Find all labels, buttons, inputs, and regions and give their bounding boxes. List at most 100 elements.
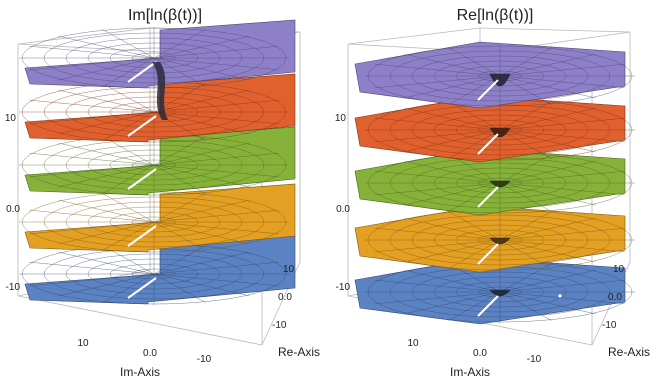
re-axis-label: Re-Axis [278, 345, 320, 359]
grid-radial [58, 111, 155, 135]
grid-radial [499, 154, 552, 184]
branch-cut-line [127, 61, 157, 83]
grid-radial [375, 182, 501, 196]
grid-radial [448, 47, 501, 77]
grid-radial [499, 291, 552, 321]
surface-sheet-1 [354, 257, 635, 325]
z-tick-label: 10 [335, 113, 347, 124]
grid-radial [499, 182, 552, 212]
box-edge [347, 27, 481, 45]
spiral-ribbon [152, 62, 168, 120]
surface-sheet-2 [19, 183, 296, 253]
grid-radial [499, 239, 625, 253]
grid-radial [153, 57, 279, 71]
grid-radial [499, 263, 552, 293]
re-axis-tick-label: -10 [602, 320, 617, 331]
grid-radial [404, 53, 501, 77]
grid-radial [375, 227, 501, 241]
z-tick-label: 0.0 [336, 204, 350, 215]
grid-radial [29, 152, 155, 166]
grid-radial [499, 170, 625, 184]
grid-radial [404, 160, 501, 184]
z-tick-label: -10 [6, 282, 21, 293]
grid-radial [29, 273, 155, 287]
branch-cut-line [477, 186, 499, 208]
grid-radial [499, 160, 596, 184]
grid-radial [153, 273, 279, 287]
grid-radial [375, 279, 501, 293]
grid-radial [153, 164, 250, 188]
grid-radial [375, 117, 501, 131]
box-edge [479, 27, 631, 33]
im-axis-label: Im-Axis [120, 365, 160, 379]
plot-panel-2 [347, 27, 635, 346]
surface-sheet-4 [354, 95, 635, 163]
grid-radial [102, 111, 155, 141]
funnel-pit [489, 237, 511, 245]
surface-sheet-5 [19, 19, 296, 89]
grid-radial [499, 291, 625, 305]
grid-radial [153, 164, 279, 178]
plot-panel-1 [17, 19, 301, 346]
branch-cut-line [127, 225, 157, 247]
grid-radial [153, 142, 250, 166]
z-tick-label: 0.0 [6, 204, 20, 215]
grid-radial [153, 99, 279, 113]
grid-radial [153, 164, 206, 194]
branch-cut-line [127, 277, 157, 299]
grid-radial [404, 107, 501, 131]
re-axis-tick-label: -10 [272, 320, 287, 331]
branch-cut-line [477, 133, 499, 155]
grid-radial [499, 129, 552, 159]
box-edge [17, 43, 161, 53]
grid-radial [29, 221, 155, 235]
grid-radial [499, 291, 596, 315]
im-axis-tick-label: 0.0 [473, 348, 487, 359]
grid-radial [375, 75, 501, 89]
grid-radial [58, 89, 155, 113]
grid-radial [102, 164, 155, 194]
im-axis-tick-label: 0.0 [143, 348, 157, 359]
grid-radial [153, 35, 250, 59]
surface-sheet-2 [354, 205, 635, 273]
grid-radial [102, 136, 155, 166]
funnel-pit [489, 289, 511, 297]
grid-radial [153, 261, 279, 275]
grid-radial [404, 182, 501, 206]
grid-radial [499, 63, 625, 77]
z-tick-label: -10 [336, 282, 351, 293]
box-edge [17, 295, 263, 346]
branch-cut-line [127, 168, 157, 190]
grid-radial [448, 129, 501, 159]
grid-radial [153, 273, 206, 303]
grid-radial [499, 239, 596, 263]
sheet-face [24, 235, 296, 305]
grid-radial [153, 221, 206, 251]
grid-radial [153, 193, 206, 223]
grid-radial [375, 291, 501, 305]
branch-cut-line [477, 79, 499, 101]
grid-radial [448, 101, 501, 131]
z-tick-label: 10 [5, 113, 17, 124]
grid-radial [448, 239, 501, 269]
grid-radial [153, 45, 279, 59]
plot-title: Im[ln(β(t))] [128, 7, 202, 24]
grid-radial [404, 75, 501, 99]
grid-radial [499, 47, 552, 77]
funnel-pit [489, 127, 511, 138]
grid-radial [499, 75, 596, 99]
grid-radial [102, 57, 155, 87]
grid-radial [153, 57, 206, 87]
grid-radial [499, 182, 596, 206]
grid-radial [153, 57, 250, 81]
marker-dot [558, 294, 562, 298]
grid-radial [448, 211, 501, 241]
grid-radial [58, 251, 155, 275]
grid-radial [153, 221, 250, 245]
grid-radial [29, 57, 155, 71]
grid-radial [153, 111, 279, 125]
im-axis-tick-label: -10 [197, 354, 212, 365]
im-axis-tick-label: 10 [407, 338, 419, 349]
